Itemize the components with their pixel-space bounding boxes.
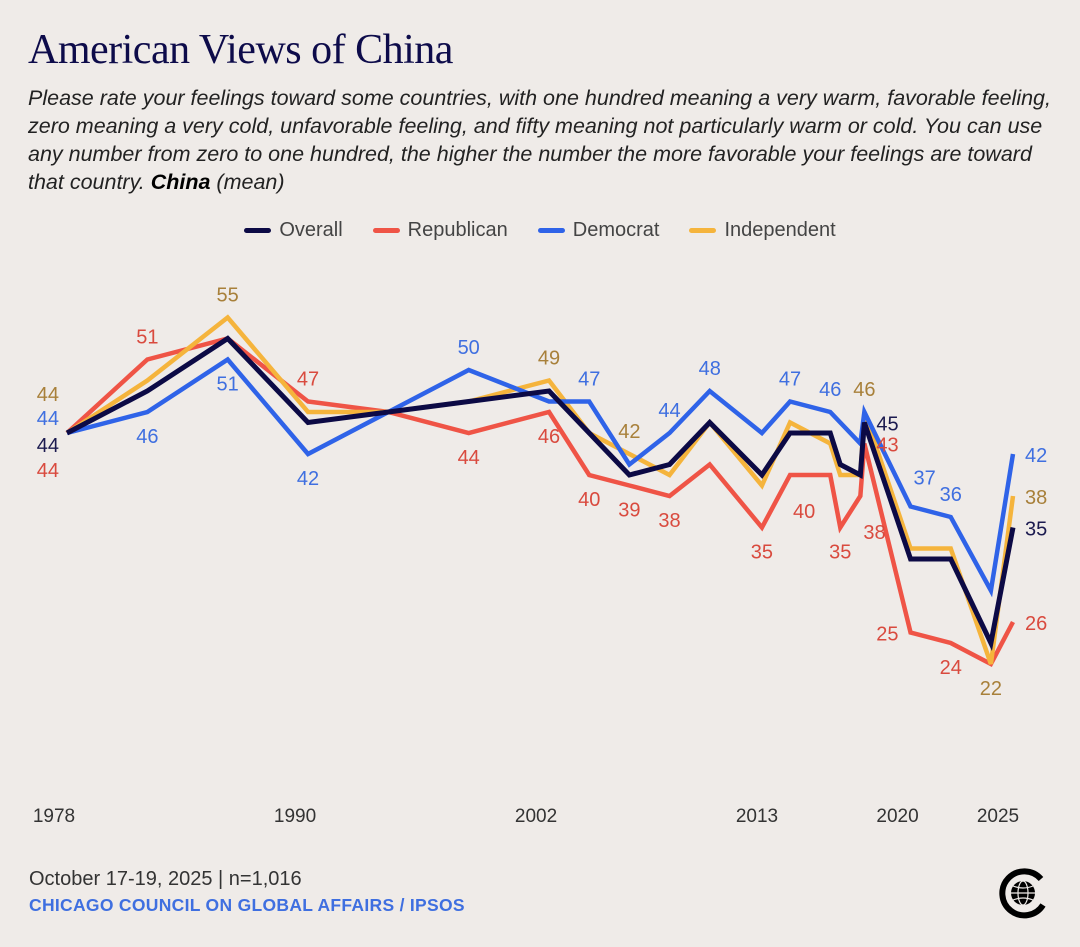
chart-subtitle: Please rate your feelings toward some co… [28,84,1068,196]
data-label-republican: 46 [538,426,560,448]
data-label-republican: 35 [751,542,773,564]
legend-swatch [689,228,717,233]
x-tick-label: 1978 [33,806,75,827]
legend-swatch [372,228,400,233]
data-label-democrat: 42 [297,468,319,490]
legend-swatch [537,228,565,233]
series-line-republican [65,336,1015,668]
data-label-independent: 49 [538,348,560,370]
data-label-independent: 38 [1025,487,1047,509]
data-label-independent: 46 [853,379,875,401]
data-label-republican: 47 [297,369,319,391]
data-label-democrat: 42 [1025,445,1047,467]
data-label-republican: 43 [876,435,898,457]
legend-item-independent: Independent [689,219,836,242]
data-label-republican: 51 [136,327,158,349]
data-label-independent: 44 [37,384,59,406]
data-label-republican: 44 [458,447,480,469]
chart-title: American Views of China [28,27,453,73]
x-tick-label: 2020 [876,806,918,827]
subtitle-country: China [150,170,211,194]
x-tick-label: 1990 [274,806,316,827]
survey-date: October 17-19, 2025 | n=1,016 [29,868,302,890]
legend-item-republican: Republican [372,219,508,242]
source-credit: CHICAGO COUNCIL ON GLOBAL AFFAIRS / IPSO… [29,895,465,915]
data-label-democrat: 47 [779,369,801,391]
data-label-republican: 39 [618,500,640,522]
data-label-republican: 38 [863,522,885,544]
legend-label: Independent [724,219,836,241]
data-label-democrat: 48 [699,358,721,380]
data-label-democrat: 37 [914,468,936,490]
x-tick-label: 2025 [977,806,1019,827]
legend-item-democrat: Democrat [537,219,660,242]
data-label-republican: 38 [658,510,680,532]
data-label-republican: 44 [37,460,59,482]
data-label-republican: 40 [578,489,600,511]
legend-label: Democrat [572,219,660,241]
data-label-democrat: 44 [37,408,59,430]
subtitle-question: Please rate your feelings toward some co… [28,86,1051,194]
data-label-independent: 55 [217,285,239,307]
legend-label: Overall [279,219,343,241]
data-label-democrat: 46 [136,426,158,448]
data-label-republican: 24 [940,657,962,679]
data-label-republican: 40 [793,501,815,523]
data-label-republican: 25 [876,624,898,646]
data-label-independent: 42 [618,421,640,443]
data-label-republican: 35 [829,542,851,564]
chart-legend: Overall Republican Democrat Independent [0,219,1080,242]
data-label-overall: 44 [37,435,59,457]
data-label-democrat: 44 [658,400,680,422]
legend-swatch [244,228,272,233]
data-label-democrat: 50 [458,337,480,359]
series-line-overall [65,335,1016,651]
series-line-democrat [66,356,1016,598]
subtitle-suffix: (mean) [216,170,285,194]
legend-item-overall: Overall [244,219,343,242]
x-tick-label: 2013 [736,806,778,827]
data-label-independent: 22 [980,678,1002,700]
data-label-democrat: 36 [940,484,962,506]
data-label-overall: 35 [1025,519,1047,541]
data-label-overall: 45 [876,414,898,436]
x-tick-label: 2002 [515,806,557,827]
legend-label: Republican [407,219,508,241]
chicago-council-logo-icon [999,868,1046,919]
data-label-democrat: 51 [217,374,239,396]
data-label-democrat: 47 [578,369,600,391]
data-label-democrat: 46 [819,379,841,401]
data-label-republican: 26 [1025,613,1047,635]
